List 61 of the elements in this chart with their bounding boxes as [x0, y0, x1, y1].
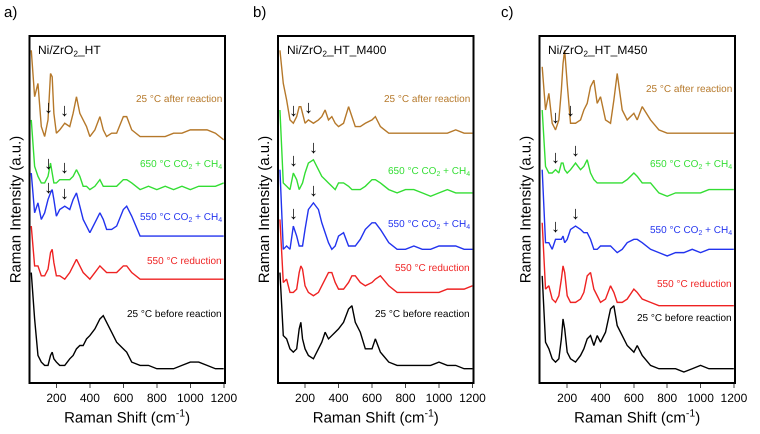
series-label: 550 °C CO$_{2}$ + CH$_{4}$: [650, 225, 732, 238]
x-tick-label: 800: [146, 391, 168, 406]
text: b): [253, 4, 266, 21]
x-tick-label: 200: [295, 391, 316, 406]
x-tick-label: 1000: [687, 391, 714, 406]
x-tick-label: 1000: [176, 391, 204, 406]
text: c): [501, 4, 514, 21]
series-label: 25 °C after reaction: [136, 94, 222, 105]
annotation: ↓: [571, 203, 580, 223]
x-tick-label: 600: [362, 391, 382, 406]
series-label: 550 °C CO$_{2}$ + CH$_{4}$: [388, 219, 470, 232]
annotation: ↓: [551, 107, 560, 127]
x-tick-label: 1200: [210, 391, 238, 406]
series-label: 25 °C after reaction: [646, 84, 732, 95]
series-label: 650 °C CO$_{2}$ + CH$_{4}$: [388, 166, 470, 178]
y-axis-title: Raman Intensity (a.u.): [518, 136, 535, 284]
x-tick-label: 600: [113, 391, 134, 406]
x-tick-label: 800: [657, 391, 678, 406]
annotation: ↓: [551, 147, 560, 167]
x-tick-label: 1000: [426, 391, 453, 406]
series-label: 550 °C CO$_{2}$ + CH$_{4}$: [140, 212, 222, 224]
annotation: ↓: [60, 157, 69, 177]
x-tick-label: 200: [46, 391, 67, 406]
annotation: ↓: [44, 153, 53, 173]
x-tick-label: 400: [80, 391, 100, 406]
annotation: ↓: [571, 140, 580, 160]
x-tick-label: 400: [328, 391, 349, 406]
y-axis-title: Raman Intensity (a.u.): [7, 136, 24, 284]
annotation: ↓: [60, 100, 69, 120]
chart-title: Ni/ZrO$_{2}$_HT: [38, 43, 102, 59]
x-tick-label: 800: [395, 391, 416, 406]
annotation: ↓: [289, 100, 298, 120]
chart-title: Ni/ZrO$_{2}$_HT_M400: [287, 43, 387, 59]
series-label: 25 °C after reaction: [384, 94, 470, 105]
annotation: ↓: [304, 97, 313, 117]
x-axis-title: Raman Shift (cm$^{-1}$): [312, 407, 439, 427]
x-axis-title: Raman Shift (cm$^{-1}$): [574, 407, 700, 427]
text: a): [4, 4, 18, 21]
series-label: 550 °C reduction: [147, 256, 222, 267]
series-label: 650 °C CO$_{2}$ + CH$_{4}$: [140, 159, 222, 172]
x-axis-title: Raman Shift (cm$^{-1}$): [64, 407, 190, 427]
annotation: ↓: [551, 216, 560, 236]
series-label: 550 °C reduction: [657, 279, 732, 290]
series-label: 650 °C CO$_{2}$ + CH$_{4}$: [650, 159, 732, 172]
y-axis-title: Raman Intensity (a.u.): [256, 136, 274, 284]
x-tick-label: 1200: [459, 391, 486, 406]
x-tick-label: 600: [624, 391, 644, 406]
series-label: 25 °C before reaction: [375, 309, 470, 320]
x-tick-label: 200: [557, 391, 578, 406]
annotation: ↓: [289, 203, 298, 223]
x-tick-label: 400: [590, 391, 611, 406]
series-label: 25 °C before reaction: [637, 313, 732, 324]
series-label: 550 °C reduction: [395, 263, 470, 274]
annotation: ↓: [60, 183, 69, 203]
x-tick-label: 1200: [720, 391, 748, 406]
series-label: 25 °C before reaction: [127, 309, 222, 320]
chart-title: Ni/ZrO$_{2}$_HT_M450: [548, 43, 648, 59]
annotation: ↓: [289, 150, 298, 170]
annotation: ↓: [309, 180, 318, 200]
annotation: ↓: [44, 177, 53, 197]
annotation: ↓: [309, 137, 318, 157]
